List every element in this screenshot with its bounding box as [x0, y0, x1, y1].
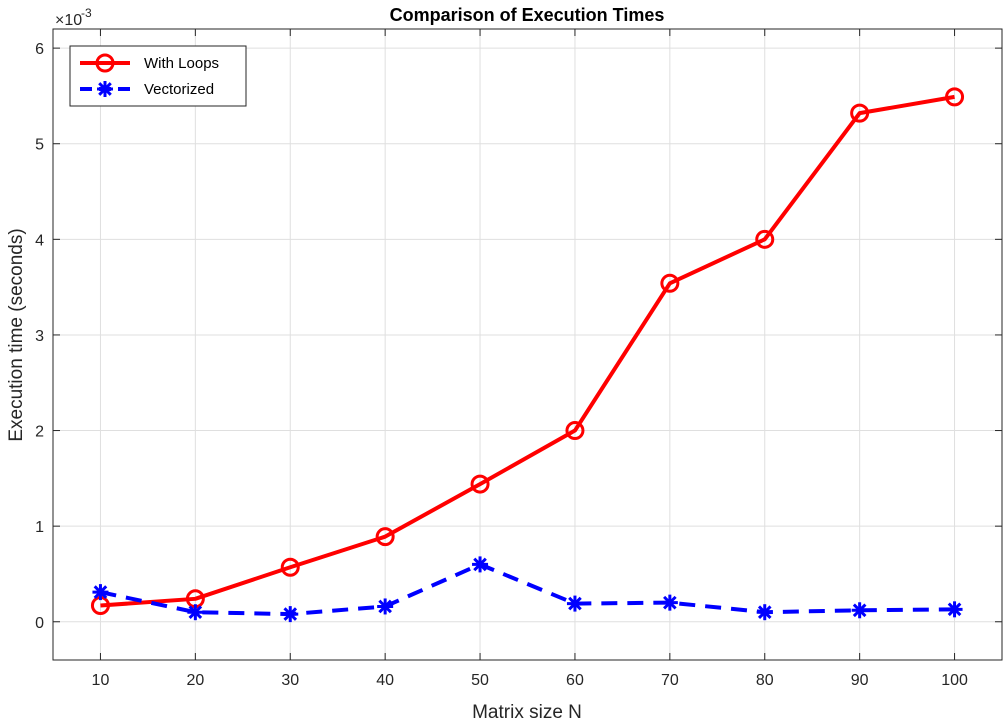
legend-marker-with-loops	[95, 53, 115, 73]
series-layer	[90, 87, 965, 623]
data-point-vectorized	[566, 595, 583, 612]
x-tick-label: 30	[281, 672, 299, 689]
data-point-vectorized	[851, 602, 868, 619]
x-tick-label: 10	[92, 672, 110, 689]
tick-labels: 10 20 30 40 50 60 70 80 90 100 0 1 2 3 4 5 6	[35, 41, 968, 689]
y-exponent-base: ×10	[55, 12, 82, 29]
y-axis-label: Execution time (seconds)	[6, 228, 27, 441]
data-point-with-loops	[755, 229, 775, 249]
series-line-with-loops	[100, 94, 955, 608]
y-exponent-label: ×10 -3	[55, 6, 92, 29]
data-point-vectorized	[946, 601, 963, 618]
axes-box	[52, 28, 1003, 661]
y-tick-label: 2	[35, 424, 44, 441]
legend-entry-with-loops: With Loops	[80, 53, 219, 73]
legend: With Loops Vectorized	[69, 45, 247, 107]
x-tick-label: 70	[661, 672, 679, 689]
chart-title: Comparison of Execution Times	[390, 5, 665, 25]
legend-marker-vectorized	[97, 81, 113, 97]
data-point-with-loops	[470, 474, 490, 494]
x-tick-label: 60	[566, 672, 584, 689]
y-tick-label: 1	[35, 519, 44, 536]
data-point-with-loops	[565, 421, 585, 441]
data-point-with-loops	[945, 87, 965, 107]
x-tick-label: 40	[376, 672, 394, 689]
x-tick-label: 20	[186, 672, 204, 689]
x-tick-label: 100	[941, 672, 968, 689]
data-point-with-loops	[850, 103, 870, 123]
legend-label-vectorized: Vectorized	[144, 81, 214, 98]
x-tick-label: 90	[851, 672, 869, 689]
data-point-vectorized	[282, 606, 299, 623]
series-with-loops	[90, 87, 965, 616]
data-point-with-loops	[660, 273, 680, 293]
legend-entry-vectorized: Vectorized	[80, 81, 214, 98]
series-line-vectorized	[100, 562, 955, 617]
y-tick-label: 3	[35, 328, 44, 345]
x-tick-label: 50	[471, 672, 489, 689]
x-axis-label: Matrix size N	[472, 702, 582, 723]
data-point-with-loops	[375, 527, 395, 547]
legend-label-with-loops: With Loops	[144, 55, 219, 72]
x-tick-label: 80	[756, 672, 774, 689]
data-point-vectorized	[377, 598, 394, 615]
y-tick-label: 6	[35, 41, 44, 58]
data-point-vectorized	[756, 604, 773, 621]
axes	[52, 28, 1003, 661]
y-tick-label: 0	[35, 615, 44, 632]
y-exponent-power: -3	[81, 6, 92, 20]
data-point-vectorized	[187, 604, 204, 621]
data-point-vectorized	[472, 556, 489, 573]
y-tick-label: 4	[35, 232, 44, 249]
data-point-vectorized	[92, 584, 109, 601]
data-point-vectorized	[661, 594, 678, 611]
grid	[53, 29, 1002, 660]
data-point-with-loops	[280, 557, 300, 577]
y-tick-label: 5	[35, 137, 44, 154]
series-vectorized	[92, 556, 963, 623]
